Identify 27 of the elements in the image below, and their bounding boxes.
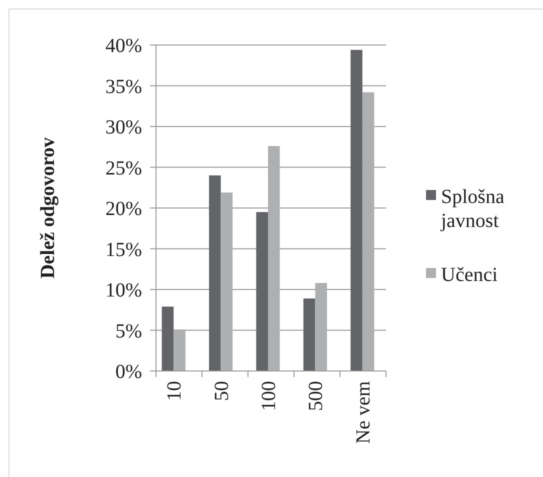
- bar: [315, 282, 327, 371]
- legend-label: Učenci: [441, 264, 498, 286]
- bar: [350, 50, 362, 371]
- bar: [209, 175, 221, 371]
- bar: [220, 192, 233, 371]
- y-tick-label: 25%: [105, 157, 142, 180]
- y-tick-label: 5%: [115, 320, 142, 342]
- y-axis-title: Delež odgovorov: [37, 137, 59, 279]
- bar: [362, 92, 374, 371]
- y-tick-label: 40%: [105, 35, 142, 57]
- y-tick-label: 35%: [105, 76, 142, 98]
- bar: [303, 298, 316, 371]
- y-tick-label: 30%: [105, 116, 142, 138]
- x-tick-label: 100: [258, 381, 280, 411]
- y-tick-label: 15%: [105, 238, 142, 261]
- x-tick-label: Ne vem: [352, 380, 374, 444]
- bar: [174, 329, 186, 371]
- x-tick-label: 50: [210, 381, 233, 401]
- x-tick-label: 10: [164, 381, 186, 401]
- bar: [162, 306, 174, 371]
- y-tick-label: 10%: [105, 280, 142, 302]
- legend-label: Splošna javnost: [440, 186, 504, 232]
- y-tick-label: 20%: [105, 198, 142, 220]
- bar: [256, 212, 268, 371]
- y-tick-label: 0%: [115, 361, 142, 383]
- bar: [268, 146, 280, 371]
- x-tick-label: 500: [305, 381, 328, 411]
